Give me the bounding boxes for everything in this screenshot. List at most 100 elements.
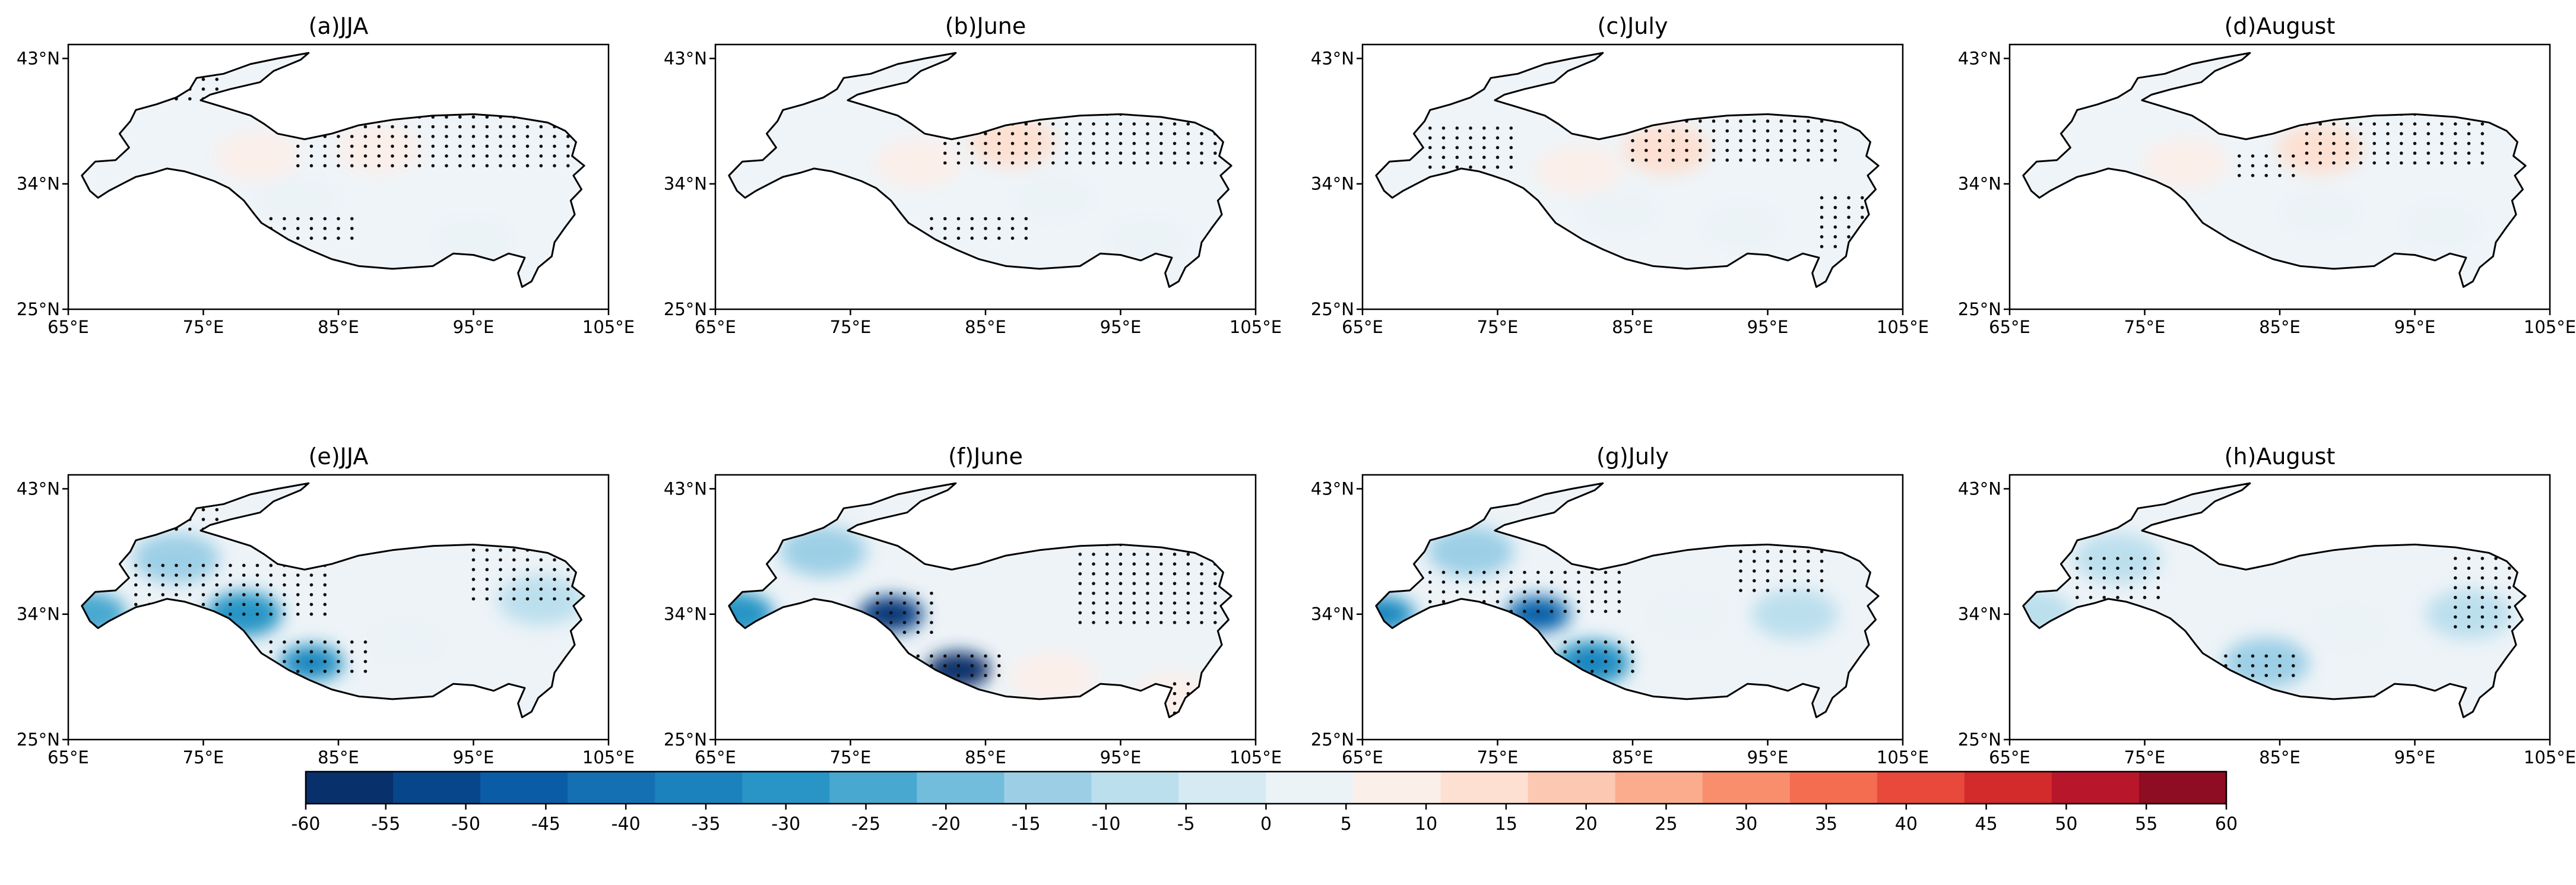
stipple-dot xyxy=(2400,122,2403,126)
stipple-dot xyxy=(417,125,422,129)
stipple-dot xyxy=(1010,227,1015,230)
stipple-dot xyxy=(2116,576,2119,580)
stipple-dot xyxy=(1753,139,1756,142)
stipple-dot xyxy=(1753,119,1756,123)
stipple-dot xyxy=(1024,132,1028,135)
colorbar: -60 -55 -50 -45 -40 -35 -30 -25 -20 -15 -10 -5 0 5 10 1… xyxy=(291,770,2238,835)
stipple-dot xyxy=(323,227,327,230)
stipple-dot xyxy=(1739,589,1742,592)
stipple-dot xyxy=(1807,550,1810,553)
plateau-boundary xyxy=(2022,52,2527,288)
stipple-dot xyxy=(1119,601,1123,605)
stipple-dot xyxy=(350,236,354,240)
stipple-dot xyxy=(431,154,435,158)
stipple-dot xyxy=(417,135,422,138)
stipple-dot xyxy=(1105,132,1109,135)
stipple-dot xyxy=(499,144,502,148)
stipple-dot xyxy=(1712,158,1716,162)
stipple-dot xyxy=(2508,605,2511,609)
stipple-dot xyxy=(309,573,313,577)
stipple-dot xyxy=(1119,611,1123,615)
stipple-dot xyxy=(255,602,259,607)
stipple-dot xyxy=(1617,599,1621,604)
stipple-dot xyxy=(2386,132,2390,135)
stipple-dot xyxy=(2494,557,2498,560)
stipple-dot xyxy=(2440,132,2444,135)
stipple-dot xyxy=(2400,161,2403,165)
stipple-dot xyxy=(512,558,516,562)
stipple-dot xyxy=(970,236,974,240)
stipple-dot xyxy=(997,161,1001,165)
stipple-dot xyxy=(1833,215,1837,219)
stipple-dot xyxy=(309,583,313,587)
stipple-dot xyxy=(2292,154,2295,158)
stipple-dot xyxy=(337,227,340,230)
stipple-dot xyxy=(296,164,300,168)
stipple-dot xyxy=(1631,650,1634,654)
y-tick-label: 25°N xyxy=(1958,729,2001,750)
stipple-dot xyxy=(458,154,462,158)
stipple-dot xyxy=(1119,151,1123,155)
stipple-dot xyxy=(296,236,300,240)
colorbar-swatch xyxy=(1615,772,1703,804)
stipple-dot xyxy=(1807,119,1810,123)
stipple-dot xyxy=(512,135,516,138)
stipple-dot xyxy=(1658,158,1662,162)
stipple-dot xyxy=(1159,122,1163,126)
stipple-dot xyxy=(309,640,313,644)
stipple-dot xyxy=(984,674,987,677)
stipple-dot xyxy=(1105,572,1109,576)
stipple-dot xyxy=(1469,145,1472,150)
stipple-dot xyxy=(1092,141,1095,145)
colorbar-swatch xyxy=(1266,772,1354,804)
stipple-dot xyxy=(1200,601,1203,605)
stipple-dot xyxy=(930,654,933,658)
map-panel-3: (c)July 65°E 75°E 85°E 95°E 105°E 43°N 34°N 25°N xyxy=(1311,13,1929,337)
stipple-dot xyxy=(1739,148,1742,153)
stipple-dot xyxy=(1604,570,1608,575)
stipple-dot xyxy=(1739,559,1742,563)
stipple-dot xyxy=(1739,158,1742,162)
stipple-dot xyxy=(970,141,974,145)
stipple-dot xyxy=(1441,126,1446,130)
stipple-dot xyxy=(269,563,273,567)
stipple-dot xyxy=(1807,139,1810,142)
stipple-dot xyxy=(1523,599,1526,604)
stipple-dot xyxy=(1577,640,1580,644)
stipple-dot xyxy=(539,135,543,138)
stipple-dot xyxy=(391,164,394,168)
stipple-dot xyxy=(323,640,327,644)
panel-title: (a)JJA xyxy=(309,13,369,39)
stipple-dot xyxy=(1186,621,1190,624)
y-tick-label: 25°N xyxy=(664,299,707,319)
stipple-dot xyxy=(2440,122,2444,126)
stipple-dot xyxy=(1753,579,1756,583)
stipple-dot xyxy=(1173,122,1177,126)
stipple-dot xyxy=(1820,550,1824,553)
stipple-dot xyxy=(2346,132,2349,135)
stipple-dot xyxy=(1159,141,1163,145)
stipple-dot xyxy=(309,650,313,654)
y-tick-label: 43°N xyxy=(1311,48,1354,68)
stipple-dot xyxy=(1173,562,1177,566)
stipple-dot xyxy=(296,217,300,221)
x-tick-label: 85°E xyxy=(318,317,359,337)
stipple-dot xyxy=(404,164,408,168)
stipple-dot xyxy=(1469,570,1472,575)
stipple-dot xyxy=(970,151,974,155)
stipple-dot xyxy=(2102,595,2106,599)
stipple-dot xyxy=(2508,615,2511,619)
stipple-dot xyxy=(283,217,286,221)
stipple-dot xyxy=(1092,161,1095,165)
colorbar-tick-label: -45 xyxy=(531,814,560,835)
anomaly-blob xyxy=(1104,214,1191,265)
stipple-dot xyxy=(997,217,1001,221)
y-tick-label: 34°N xyxy=(1311,604,1354,624)
stipple-dot xyxy=(2278,154,2282,158)
stipple-dot xyxy=(1712,148,1716,153)
stipple-dot xyxy=(1482,136,1486,140)
stipple-dot xyxy=(2494,586,2498,589)
stipple-dot xyxy=(1159,151,1163,155)
stipple-dot xyxy=(1617,670,1621,673)
stipple-dot xyxy=(1833,245,1837,249)
